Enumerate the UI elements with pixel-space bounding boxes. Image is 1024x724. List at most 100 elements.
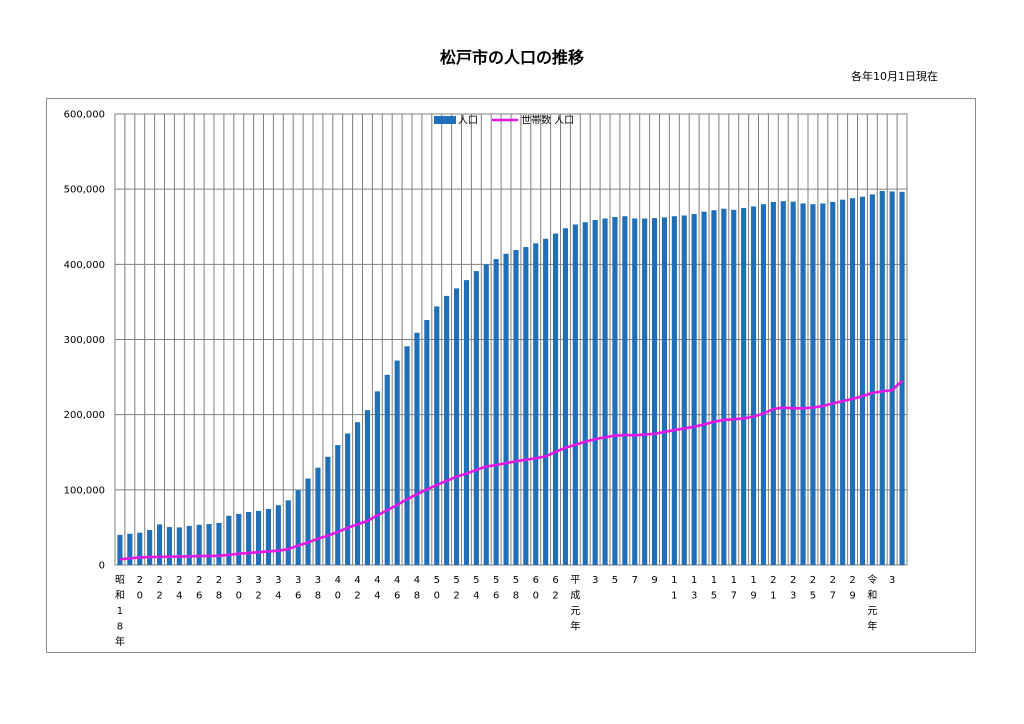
- population-bar: [295, 490, 301, 565]
- y-tick-label: 400,000: [64, 260, 105, 271]
- population-bar: [186, 525, 192, 565]
- population-bar: [780, 201, 786, 565]
- population-bar: [246, 512, 252, 565]
- households-line: [119, 379, 903, 561]
- population-bar: [849, 198, 856, 565]
- population-bar: [810, 204, 816, 565]
- population-bar: [711, 210, 717, 566]
- y-tick-label: 600,000: [64, 110, 105, 121]
- population-bar: [562, 228, 569, 565]
- population-bar: [552, 233, 559, 565]
- as-of-note: 各年10月1日現在: [851, 70, 938, 83]
- population-bar: [226, 515, 232, 565]
- population-bar: [899, 191, 905, 566]
- x-tick-label: 令和元年: [867, 573, 877, 633]
- population-bar: [820, 203, 826, 565]
- population-bar: [840, 199, 846, 565]
- legend-label-households: 世帯数 人口: [521, 114, 574, 127]
- population-bar: [513, 250, 519, 565]
- population-bar: [750, 206, 757, 565]
- legend-label-population: 人口: [458, 115, 478, 127]
- population-bar: [255, 510, 262, 565]
- population-bar: [701, 211, 707, 565]
- y-tick-label: 300,000: [64, 335, 105, 346]
- population-bar: [453, 288, 460, 565]
- population-bar: [859, 196, 866, 565]
- y-tick-label: 0: [99, 561, 105, 572]
- x-tick-label: 9: [651, 575, 657, 586]
- population-bar: [156, 524, 163, 565]
- x-tick-label: 7: [632, 575, 638, 586]
- population-bar: [651, 218, 658, 565]
- population-bar: [592, 219, 598, 566]
- x-tick-label: 5: [612, 575, 618, 586]
- population-bar: [463, 280, 470, 565]
- population-bar: [275, 505, 281, 565]
- y-tick-label: 100,000: [64, 485, 105, 496]
- population-bar: [622, 216, 628, 565]
- population-bar: [335, 445, 341, 565]
- population-bar: [582, 222, 588, 565]
- population-bar: [642, 218, 648, 565]
- population-bar: [265, 509, 272, 565]
- population-bar: [731, 209, 737, 565]
- population-bar: [315, 467, 321, 565]
- population-bar: [493, 259, 499, 565]
- population-bar: [117, 534, 123, 565]
- population-bar: [533, 243, 539, 565]
- population-bar: [305, 478, 311, 565]
- chart-title: 松戸市の人口の推移: [439, 48, 584, 67]
- population-bar: [671, 216, 677, 565]
- population-bar: [206, 524, 212, 565]
- population-bar: [127, 533, 133, 565]
- population-bar: [216, 522, 222, 565]
- population-chart: 0 100,000 200,000 300,000 400,000 500,000 600,…: [64, 110, 908, 648]
- y-tick-label: 500,000: [64, 185, 105, 196]
- y-tick-label: 200,000: [64, 410, 105, 421]
- population-bar: [632, 218, 638, 565]
- x-tick-label: 昭和 1 8 年: [115, 574, 125, 648]
- population-bar: [137, 532, 143, 565]
- population-bar: [354, 422, 361, 565]
- x-tick-label: 3: [592, 575, 598, 586]
- population-bar: [770, 201, 776, 565]
- legend-bar-swatch: [434, 116, 456, 124]
- population-bar: [166, 527, 173, 565]
- population-bar: [374, 391, 380, 565]
- population-bar: [543, 238, 549, 565]
- population-bar: [285, 500, 291, 565]
- population-bar: [869, 194, 875, 565]
- population-bar: [572, 224, 578, 565]
- population-bar: [602, 218, 608, 565]
- population-bar: [612, 216, 618, 565]
- population-bar: [830, 201, 836, 565]
- population-bar: [434, 306, 440, 565]
- population-bar: [364, 410, 371, 565]
- population-bar: [147, 530, 153, 565]
- population-bar: [384, 374, 390, 565]
- population-bar: [176, 527, 182, 565]
